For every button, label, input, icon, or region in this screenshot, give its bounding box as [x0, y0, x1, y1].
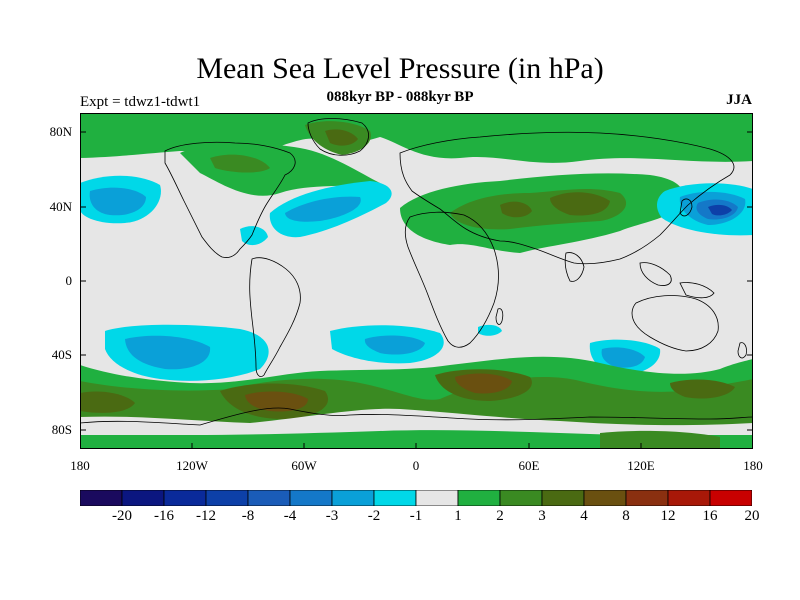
colorbar-label: -2	[367, 508, 381, 524]
colorbar	[80, 490, 752, 506]
colorbar-swatch	[247, 490, 291, 506]
contour-antarctic-interior-2	[600, 430, 720, 449]
lon-label-120e: 120E	[627, 458, 655, 473]
colorbar-swatch	[541, 490, 585, 506]
contour-n-atlantic-2	[285, 196, 361, 222]
colorbar-swatch	[205, 490, 249, 506]
colorbar-label: -3	[325, 508, 339, 524]
lon-label-60w: 60W	[291, 458, 317, 473]
colorbar-swatch	[667, 490, 711, 506]
experiment-label: Expt = tdwz1-tdwt1	[80, 94, 201, 110]
map-ticks	[80, 131, 753, 449]
colorbar-swatch	[625, 490, 669, 506]
contour-central-asia	[550, 192, 610, 216]
colorbar-swatch	[373, 490, 417, 506]
contour-antarctic-pacific-2	[245, 391, 308, 412]
colorbar-label: 8	[622, 508, 630, 524]
colorbar-label: 4	[580, 508, 588, 524]
contour-antarctic-west	[80, 391, 135, 413]
lat-label-80s: 80S	[51, 422, 72, 437]
colorbar-swatch	[415, 490, 459, 506]
colorbar-label: 3	[538, 508, 546, 524]
contour-middle-east	[500, 201, 532, 218]
colorbar-label: -12	[196, 508, 216, 524]
lat-label-0: 0	[65, 273, 73, 288]
season-label: JJA	[726, 92, 752, 108]
contour-antarctic-interior	[80, 435, 753, 449]
lon-label-180e: 180	[743, 458, 763, 473]
colorbar-label: -16	[154, 508, 174, 524]
contour-s-indian-small	[478, 324, 502, 336]
contour-s-indian-2	[601, 347, 645, 368]
pressure-map	[80, 113, 753, 449]
colorbar-label: 12	[660, 508, 676, 524]
colorbar-label: -8	[241, 508, 255, 524]
colorbar-swatch	[80, 490, 123, 506]
period-label: 088kyr BP - 088kyr BP	[326, 89, 474, 105]
map-title: Mean Sea Level Pressure (in hPa)	[196, 52, 604, 85]
lon-label-180w: 180	[70, 458, 90, 473]
lon-label-60e: 60E	[518, 458, 540, 473]
contour-north-pacific-low-4	[708, 204, 732, 216]
contour-caribbean	[240, 226, 268, 246]
colorbar-label: 2	[496, 508, 504, 524]
lat-label-40s: 40S	[51, 347, 72, 362]
lon-label-120w: 120W	[176, 458, 208, 473]
contour-s-atlantic-2	[364, 335, 425, 355]
colorbar-label: -1	[409, 508, 423, 524]
colorbar-swatch	[583, 490, 627, 506]
colorbar-label: 16	[702, 508, 718, 524]
colorbar-label: -20	[112, 508, 132, 524]
colorbar-label: -4	[283, 508, 297, 524]
contour-greenland-inner	[325, 129, 358, 146]
lat-label-80n: 80N	[49, 124, 72, 139]
contour-antarctic-indian-2	[455, 373, 512, 394]
contour-antarctic-coast	[80, 408, 753, 436]
contour-s-pacific-2	[125, 335, 211, 370]
colorbar-swatch	[163, 490, 207, 506]
colorbar-swatch	[709, 490, 752, 506]
coastlines	[80, 118, 753, 426]
colorbar-swatch	[499, 490, 543, 506]
colorbar-swatch	[331, 490, 375, 506]
contour-ne-pacific-2	[89, 187, 146, 216]
contour-canada	[210, 154, 270, 173]
colorbar-swatch	[289, 490, 333, 506]
contour-antarctic-east	[670, 379, 735, 399]
colorbar-label: 20	[744, 508, 760, 524]
colorbar-swatch	[121, 490, 165, 506]
colorbar-swatch	[457, 490, 501, 506]
colorbar-label: 1	[454, 508, 462, 524]
lat-label-40n: 40N	[49, 199, 72, 214]
lon-label-0: 0	[412, 458, 420, 473]
